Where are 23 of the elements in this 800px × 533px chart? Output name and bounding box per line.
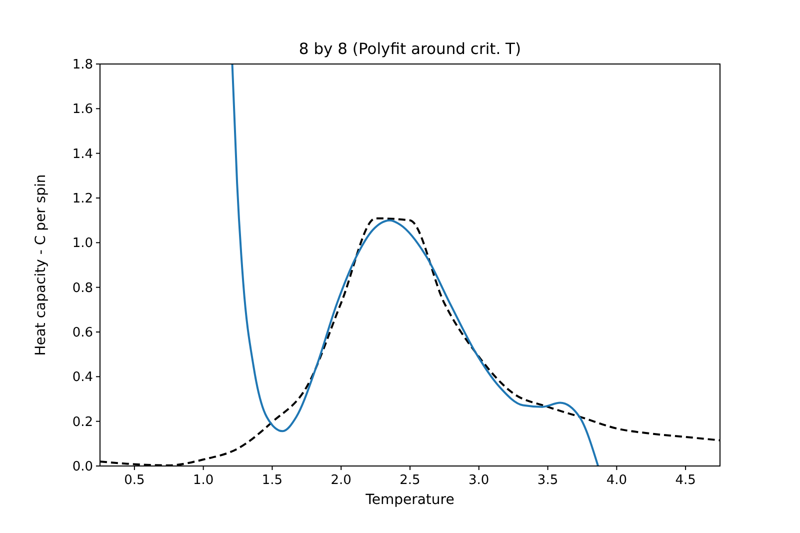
line-series	[231, 64, 600, 466]
y-tick-label: 0.0	[72, 460, 93, 474]
y-tick-label: 1.6	[72, 102, 93, 118]
y-tick-label: 1.0	[72, 236, 93, 252]
x-tick-label: 4.0	[606, 473, 628, 488]
y-tick-label: 1.2	[72, 192, 93, 206]
x-tick-label: 2.0	[330, 473, 352, 488]
x-axis-title: Temperature	[364, 492, 454, 508]
x-tick-label: 1.0	[192, 473, 214, 488]
x-tick-label: 3.0	[468, 473, 490, 488]
x-tick-label: 4.5	[675, 473, 696, 488]
y-tick-label: 0.6	[72, 326, 93, 340]
chart-title: 8 by 8 (Polyfit around crit. T)	[298, 40, 522, 58]
x-tick-label: 0.5	[124, 473, 145, 488]
y-tick-label: 0.8	[72, 280, 93, 296]
y-tick-label: 1.8	[72, 58, 93, 72]
x-tick-label: 3.5	[537, 473, 558, 488]
y-tick-label: 1.4	[72, 146, 93, 162]
x-tick-label: 1.5	[262, 473, 283, 488]
y-tick-label: 0.4	[72, 370, 93, 386]
y-axis-title: Heat capacity - C per spin	[33, 174, 49, 356]
x-tick-label: 2.5	[400, 473, 420, 488]
y-tick-label: 0.2	[72, 414, 93, 430]
